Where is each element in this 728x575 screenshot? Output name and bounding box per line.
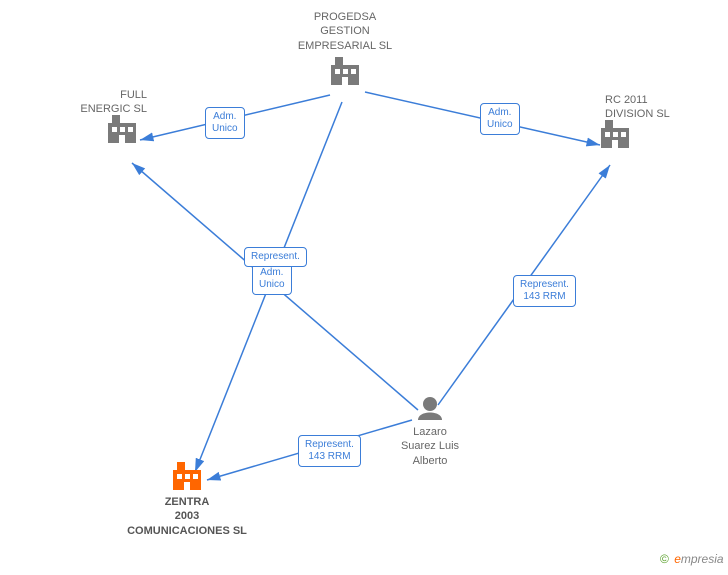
- diagram-canvas: [0, 0, 728, 575]
- node-label-full_energic: FULL ENERGIC SL: [47, 88, 147, 117]
- building-icon: [601, 120, 629, 148]
- copyright-icon: ©: [660, 552, 669, 566]
- node-label-progedsa: PROGEDSA GESTION EMPRESARIAL SL: [285, 10, 405, 53]
- node-label-lazaro: Lazaro Suarez Luis Alberto: [355, 425, 505, 468]
- building-icon: [331, 57, 359, 85]
- node-label-rc2011: RC 2011 DIVISION SL: [605, 93, 715, 122]
- edge-label: Represent. 143 RRM: [298, 435, 361, 467]
- edge-label: Adm. Unico: [480, 103, 520, 135]
- node-label-zentra: ZENTRA 2003 COMUNICACIONES SL: [112, 495, 262, 538]
- watermark-text: mpresia: [681, 552, 724, 566]
- watermark: © empresia: [660, 552, 724, 566]
- edge-label: Represent. 143 RRM: [513, 275, 576, 307]
- edge-label: Adm. Unico: [205, 107, 245, 139]
- person-icon: [418, 397, 442, 420]
- building-icon: [108, 115, 136, 143]
- watermark-first-letter: e: [674, 552, 681, 566]
- building-icon: [173, 462, 201, 490]
- edge-label: Adm. Unico: [252, 263, 292, 295]
- edge-label: Represent.: [244, 247, 307, 267]
